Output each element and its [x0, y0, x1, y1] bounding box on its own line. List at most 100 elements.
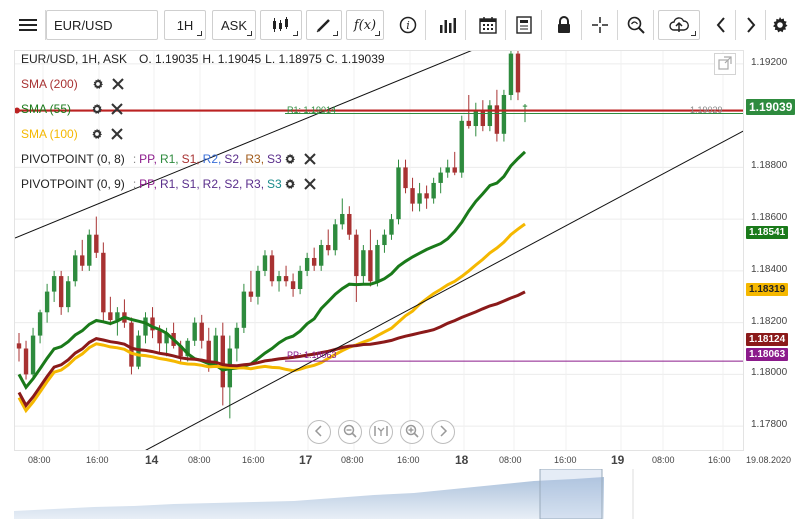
pivot1-pp: PP,	[139, 152, 157, 166]
candle-body	[143, 317, 148, 336]
candle-body	[80, 255, 85, 266]
gear-icon[interactable]	[91, 128, 103, 140]
chevron-down-icon	[375, 31, 380, 36]
zoom-button[interactable]	[618, 10, 654, 40]
chart-type-button[interactable]	[260, 10, 302, 40]
price-chart[interactable]: R1: 1.19014 1.19029 PP: 1.18063	[15, 51, 744, 451]
reset-view-button[interactable]	[369, 420, 393, 444]
pivot1-r1: R1,	[159, 152, 179, 166]
gear-icon[interactable]	[92, 78, 104, 90]
price-side-label: ASK	[220, 17, 247, 33]
pivot1-r3: R3,	[245, 152, 265, 166]
navigator-preview	[14, 468, 634, 519]
zoom-out-button[interactable]	[338, 420, 362, 444]
candle-body	[466, 120, 471, 127]
timeframe-select[interactable]: 1H	[164, 10, 206, 40]
symbol-input[interactable]	[46, 10, 158, 40]
news-icon	[515, 16, 532, 34]
gear-icon	[771, 16, 789, 34]
scroll-back-button[interactable]	[307, 420, 331, 444]
candle-body	[206, 340, 211, 362]
hamburger-menu-icon[interactable]	[10, 10, 46, 40]
candle-body	[16, 343, 22, 349]
calendar-icon	[478, 16, 497, 34]
candle-body	[354, 234, 359, 277]
gear-icon[interactable]	[284, 178, 296, 190]
candle-body	[65, 281, 71, 308]
candle-body	[192, 322, 197, 341]
news-button[interactable]	[506, 10, 542, 40]
candle-body	[248, 291, 254, 297]
timeframe-label: 1H	[176, 17, 194, 33]
draw-tool-button[interactable]	[306, 10, 342, 40]
navigator-area	[14, 477, 604, 519]
candle-body	[94, 234, 99, 253]
scroll-left-button[interactable]	[706, 10, 736, 40]
price-tick-label: 1.18200	[751, 315, 788, 327]
time-tick-label: 16:00	[554, 455, 577, 465]
candle-body	[23, 348, 29, 375]
candle-body	[445, 167, 450, 173]
chevron-down-icon	[691, 31, 696, 36]
candle-body	[375, 245, 380, 282]
current-price-label: 1.19029	[690, 105, 723, 115]
chevron-down-icon	[333, 31, 338, 36]
close-icon[interactable]	[111, 103, 123, 115]
time-tick-label: 08:00	[499, 455, 522, 465]
pivot2-s2: S2,	[224, 177, 243, 191]
pivot1-s3: S3	[267, 152, 282, 166]
chart-navigator[interactable]	[14, 468, 804, 519]
candle-body	[44, 291, 50, 313]
close-icon[interactable]	[111, 78, 124, 90]
lock-button[interactable]	[546, 10, 582, 40]
chart-area[interactable]: R1: 1.19014 1.19029 PP: 1.18063	[14, 50, 744, 451]
settings-button[interactable]	[766, 10, 794, 40]
candle-body	[51, 276, 57, 292]
close-icon[interactable]	[110, 128, 123, 140]
time-tick-label: 08:00	[652, 455, 675, 465]
candle-body	[234, 327, 240, 349]
price-tick-label: 1.18800	[751, 160, 788, 172]
scroll-right-button[interactable]	[736, 10, 766, 40]
close-icon[interactable]	[304, 178, 316, 190]
pivot-r1-label: R1: 1.19014	[287, 105, 336, 115]
scroll-forward-button[interactable]	[431, 420, 455, 444]
pivot2-sep: :	[132, 177, 137, 191]
price-tick-label: 1.18000	[751, 367, 788, 379]
pivot1-label: PIVOTPOINT (0, 8)	[21, 152, 125, 166]
time-axis[interactable]: 08:00 16:00 14 08:00 16:00 17 08:00 16:00 18 08:0…	[14, 451, 804, 469]
candle-body	[403, 167, 408, 189]
sma55-label: SMA (55)	[21, 102, 72, 116]
expand-icon	[718, 55, 732, 73]
candle-body	[30, 335, 36, 375]
gear-icon[interactable]	[91, 103, 103, 115]
volume-button[interactable]	[430, 10, 466, 40]
price-side-select[interactable]: ASK	[212, 10, 256, 40]
candle-body	[150, 317, 155, 331]
gear-icon[interactable]	[284, 153, 296, 165]
sma100-label: SMA (100)	[21, 127, 78, 141]
candle-body	[424, 193, 429, 199]
chevron-left-icon	[314, 424, 324, 440]
candle-body	[58, 276, 64, 308]
indicators-button[interactable]: f(x)	[346, 10, 384, 40]
expand-chart-button[interactable]	[714, 53, 736, 75]
info-button[interactable]: i	[390, 10, 426, 40]
time-tick-label: 19	[611, 453, 625, 467]
candle-body	[255, 270, 261, 297]
pivot2-s3: S3	[267, 177, 282, 191]
candle-body	[501, 94, 507, 134]
chevron-right-icon	[438, 424, 448, 440]
price-axis[interactable]: 1.19200 1.18800 1.18600 1.18400 1.18200 1.180…	[744, 50, 804, 451]
pivot2-r1: R1,	[159, 177, 179, 191]
share-button[interactable]	[658, 10, 700, 40]
close-icon[interactable]	[304, 153, 316, 165]
zoom-in-button[interactable]	[400, 420, 424, 444]
crosshair-button[interactable]	[582, 10, 618, 40]
calendar-button[interactable]	[470, 10, 506, 40]
chevron-down-icon	[247, 31, 252, 36]
zoom-in-icon	[405, 424, 419, 441]
toolbar: 1H ASK f(x) i	[0, 0, 804, 50]
price-tag: 1.19039	[746, 99, 796, 115]
price-tick-label: 1.19200	[751, 56, 788, 68]
